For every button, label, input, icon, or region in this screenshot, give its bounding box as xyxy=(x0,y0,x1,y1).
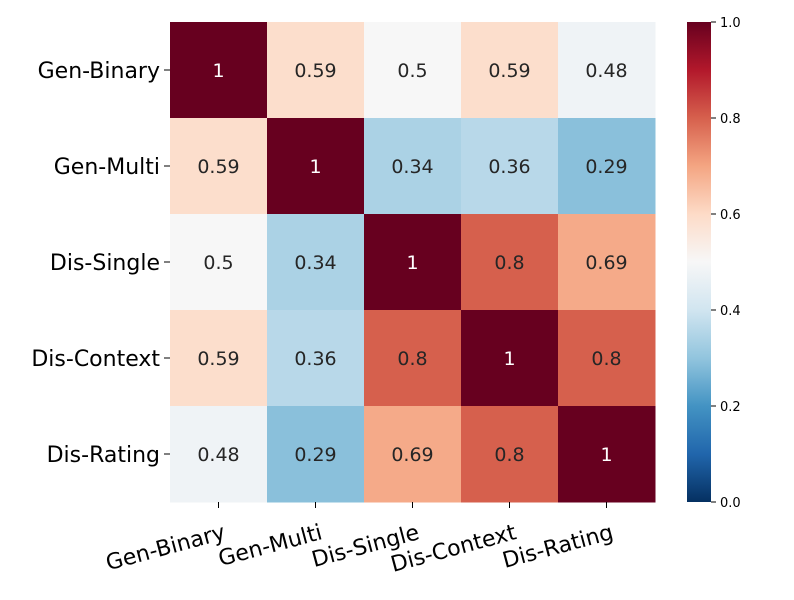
colorbar: 0.0 0.2 0.4 0.6 0.8 1.0 xyxy=(687,16,741,511)
cell-label-3-0: 0.59 xyxy=(197,348,239,370)
cell-label-2-1: 0.34 xyxy=(294,252,336,274)
cell-label-0-2: 0.5 xyxy=(397,60,427,82)
cell-label-4-3: 0.8 xyxy=(494,444,524,466)
heatmap-cell-2-0 xyxy=(170,214,268,311)
heatmap-cell-1-2 xyxy=(364,118,462,215)
colorbar-tick-label-1: 0.2 xyxy=(720,400,741,415)
cell-label-2-3: 0.8 xyxy=(494,252,524,274)
column-labels: Gen-BinaryGen-MultiDis-SingleDis-Context… xyxy=(103,502,616,578)
cell-label-1-2: 0.34 xyxy=(391,156,433,178)
row-label-3: Dis-Context xyxy=(31,347,160,372)
cell-label-3-4: 0.8 xyxy=(591,348,621,370)
heatmap-cell-2-1 xyxy=(267,214,365,311)
column-label-1: Gen-Multi xyxy=(216,520,325,572)
heatmap-cell-4-4 xyxy=(558,406,656,503)
heatmap-cell-0-0 xyxy=(170,22,268,119)
cell-label-0-3: 0.59 xyxy=(488,60,530,82)
colorbar-tick-label-4: 0.8 xyxy=(720,112,741,127)
colorbar-tick-label-5: 1.0 xyxy=(720,16,741,31)
heatmap-cell-1-0 xyxy=(170,118,268,215)
row-label-0: Gen-Binary xyxy=(38,59,160,84)
heatmap-cell-4-2 xyxy=(364,406,462,503)
colorbar-tick-label-2: 0.4 xyxy=(720,304,741,319)
heatmap-cell-0-2 xyxy=(364,22,462,119)
colorbar-tick-label-3: 0.6 xyxy=(720,208,741,223)
row-label-1: Gen-Multi xyxy=(54,155,160,180)
heatmap-cells xyxy=(170,22,656,503)
heatmap-cell-0-1 xyxy=(267,22,365,119)
heatmap-cell-4-3 xyxy=(461,406,559,503)
row-label-4: Dis-Rating xyxy=(47,443,160,468)
cell-label-3-2: 0.8 xyxy=(397,348,427,370)
heatmap-cell-3-2 xyxy=(364,310,462,407)
heatmap-cell-3-1 xyxy=(267,310,365,407)
cell-label-4-2: 0.69 xyxy=(391,444,433,466)
cell-label-2-2: 1 xyxy=(406,252,418,274)
heatmap-cell-3-3 xyxy=(461,310,559,407)
cell-label-1-4: 0.29 xyxy=(585,156,627,178)
heatmap-cell-3-0 xyxy=(170,310,268,407)
cell-label-0-4: 0.48 xyxy=(585,60,627,82)
colorbar-tick-label-0: 0.0 xyxy=(720,496,741,511)
heatmap-cell-1-3 xyxy=(461,118,559,215)
colorbar-ticks: 0.0 0.2 0.4 0.6 0.8 1.0 xyxy=(711,16,741,511)
heatmap-cell-1-1 xyxy=(267,118,365,215)
row-label-2: Dis-Single xyxy=(50,251,160,276)
cell-label-4-0: 0.48 xyxy=(197,444,239,466)
heatmap-cell-labels: 1 0.59 0.5 0.59 0.48 0.59 1 0.34 0.36 0.29 0.5 0.34… xyxy=(197,60,627,466)
heatmap-cell-0-4 xyxy=(558,22,656,119)
heatmap-cell-4-1 xyxy=(267,406,365,503)
cell-label-0-1: 0.59 xyxy=(294,60,336,82)
heatmap-cell-3-4 xyxy=(558,310,656,407)
cell-label-2-0: 0.5 xyxy=(203,252,233,274)
cell-label-4-1: 0.29 xyxy=(294,444,336,466)
cell-label-3-1: 0.36 xyxy=(294,348,336,370)
heatmap-cell-2-4 xyxy=(558,214,656,311)
cell-label-0-0: 1 xyxy=(212,60,224,82)
cell-label-1-3: 0.36 xyxy=(488,156,530,178)
colorbar-gradient xyxy=(687,22,711,502)
heatmap-cell-1-4 xyxy=(558,118,656,215)
heatmap-cell-4-0 xyxy=(170,406,268,503)
column-label-4: Dis-Rating xyxy=(500,520,616,573)
heatmap-cell-0-3 xyxy=(461,22,559,119)
cell-label-1-1: 1 xyxy=(309,156,321,178)
cell-label-2-4: 0.69 xyxy=(585,252,627,274)
cell-label-3-3: 1 xyxy=(503,348,515,370)
column-label-0: Gen-Binary xyxy=(103,520,228,576)
heatmap-cell-2-2 xyxy=(364,214,462,311)
cell-label-1-0: 0.59 xyxy=(197,156,239,178)
heatmap-cell-2-3 xyxy=(461,214,559,311)
row-labels: Gen-Binary Gen-Multi Dis-Single Dis-Context… xyxy=(31,59,170,468)
cell-label-4-4: 1 xyxy=(600,444,612,466)
